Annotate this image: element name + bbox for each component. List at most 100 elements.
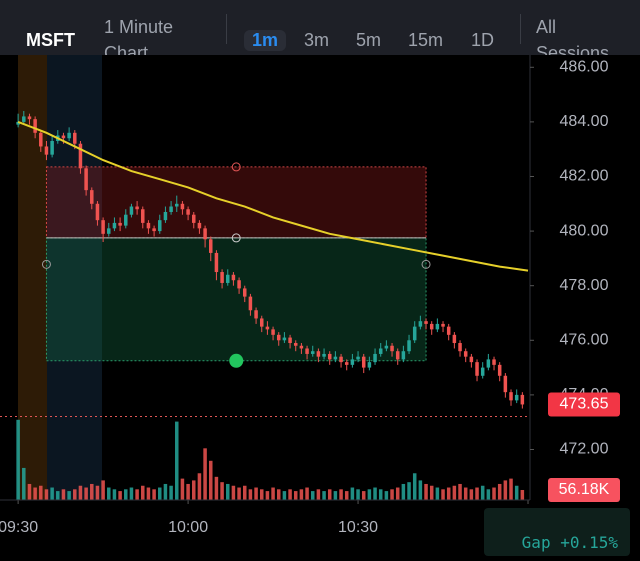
volume-bar	[333, 491, 338, 500]
candle-body	[475, 362, 479, 376]
volume-bar	[112, 489, 117, 500]
volume-bar	[214, 476, 219, 500]
candle-body	[118, 222, 122, 226]
candle-body	[486, 359, 491, 368]
volume-bar	[248, 489, 253, 500]
chart-label[interactable]: 1 Minute Chart	[104, 17, 174, 55]
interval[interactable]: 3m	[304, 30, 330, 50]
volume-bar	[265, 491, 270, 500]
candle-body	[169, 206, 173, 212]
volume-bar	[390, 489, 394, 500]
interval[interactable]: 1D	[471, 30, 495, 50]
volume-bar	[129, 487, 134, 500]
candle-body	[378, 348, 383, 354]
volume-bar	[288, 489, 292, 500]
volume-bar	[231, 485, 236, 500]
volume-bar	[67, 491, 71, 500]
volume-bar	[452, 485, 457, 500]
stop-zone	[45, 166, 427, 239]
entry-handle	[231, 233, 241, 243]
symbol[interactable]: MSFT	[26, 30, 75, 50]
gap-box: Gap +0.15%	[484, 508, 630, 556]
candle-body	[276, 334, 281, 341]
y-tick-label: 484.00	[560, 113, 609, 130]
candle-body	[242, 288, 247, 297]
candle-body	[373, 353, 377, 363]
volume-bar	[90, 483, 94, 500]
volume-bar	[56, 491, 60, 500]
candle-body	[310, 351, 315, 354]
candle-body	[175, 203, 179, 207]
candle-body	[299, 345, 304, 349]
candle-body	[282, 337, 287, 341]
volume-bar	[480, 485, 485, 500]
width-handle	[421, 259, 431, 269]
volume-bar	[259, 489, 264, 500]
volume-bar	[73, 489, 77, 500]
volume-bar	[469, 489, 474, 500]
volume-bar	[497, 483, 502, 500]
candle-body	[231, 274, 236, 281]
volume-bar	[356, 489, 360, 500]
volume-bar	[107, 487, 111, 500]
candle-body	[407, 340, 411, 352]
candle-body	[186, 209, 190, 215]
candle-body	[458, 343, 462, 352]
x-tick-label: 10:30	[338, 519, 378, 536]
candle-body	[361, 356, 366, 368]
sessions[interactable]: All Sessions	[536, 17, 610, 55]
volume-bar	[44, 489, 49, 500]
candle-body	[480, 367, 485, 376]
volume-bar	[237, 487, 241, 500]
candle-body	[22, 116, 26, 122]
candle-body	[124, 214, 128, 226]
interval[interactable]: 5m	[356, 30, 382, 50]
volume-bar	[27, 483, 32, 500]
candle-body	[254, 310, 258, 319]
candle-body	[90, 190, 94, 204]
y-tick-label: 482.00	[560, 168, 609, 185]
candle-body	[333, 356, 338, 360]
candle-body	[237, 280, 241, 289]
volume-bar	[135, 489, 139, 500]
candle-body	[146, 222, 151, 229]
volume-tag	[548, 477, 620, 502]
candle-body	[203, 228, 207, 240]
volume-bar	[84, 487, 88, 500]
candle-body	[344, 362, 349, 365]
volume-bar	[101, 480, 105, 500]
candle-body	[509, 392, 513, 401]
candle-body	[135, 206, 139, 210]
volume-bar	[299, 489, 304, 500]
candle-body	[424, 321, 428, 324]
volume-bar	[463, 487, 468, 500]
candle-body	[429, 323, 434, 330]
candle-body	[503, 375, 508, 393]
volume-bar	[220, 482, 224, 500]
volume-bar	[509, 478, 513, 500]
candle-body	[452, 334, 457, 344]
volume-bar	[322, 491, 326, 500]
candle-body	[265, 326, 270, 330]
interval[interactable]: 15m	[408, 30, 444, 50]
volume-bar	[446, 487, 451, 500]
x-tick-label: 10:00	[168, 519, 208, 536]
volume-bar	[475, 487, 479, 500]
candle-body	[497, 364, 502, 376]
volume-bar	[192, 480, 196, 500]
target-zone	[45, 237, 427, 362]
candle-body	[220, 272, 224, 283]
y-tick-label: 476.00	[560, 332, 609, 349]
candle-body	[107, 228, 111, 234]
volume-bar	[424, 483, 428, 500]
target-handle	[229, 353, 244, 368]
volume-bar	[225, 483, 230, 500]
candle-body	[95, 203, 100, 221]
volume-bar	[435, 487, 440, 500]
candle-body	[225, 274, 230, 283]
candle-body	[441, 323, 445, 327]
candle-body	[67, 132, 71, 139]
gap-label: Gap +0.15%	[521, 533, 618, 552]
interval[interactable]: 1m	[244, 30, 287, 51]
